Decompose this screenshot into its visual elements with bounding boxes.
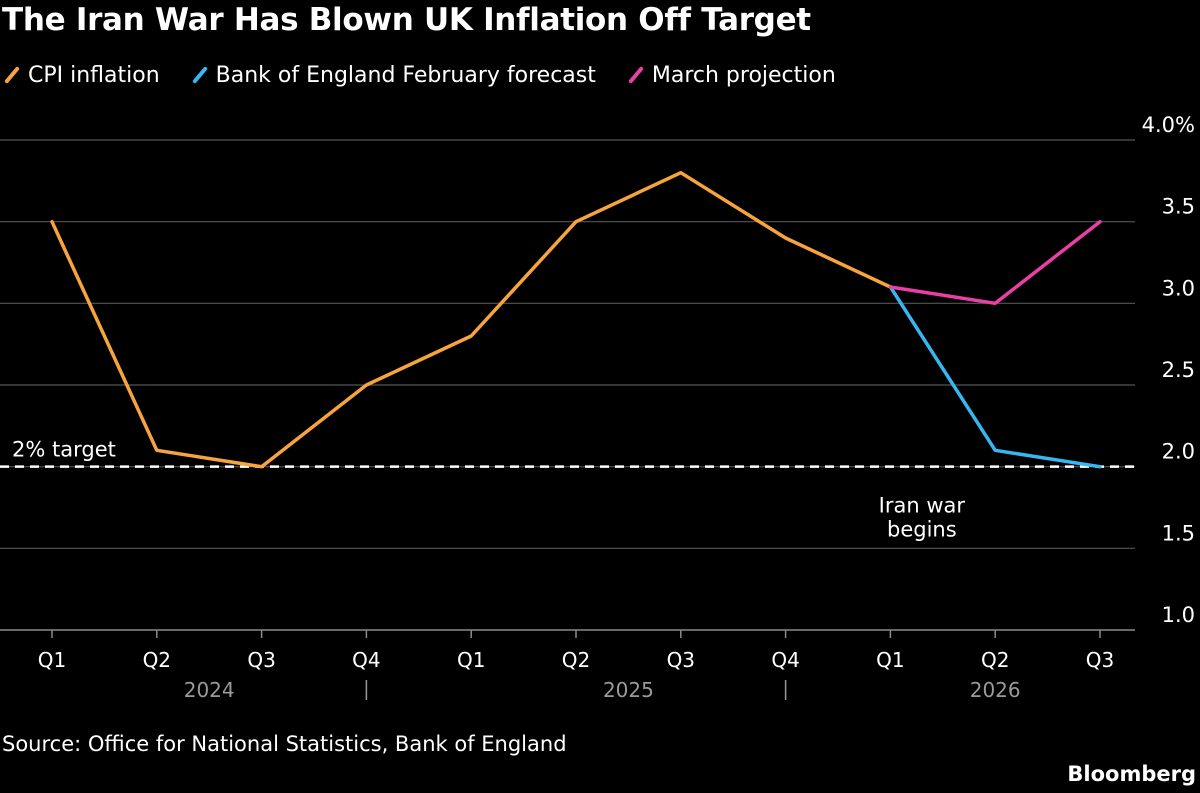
boe-february-forecast-line — [888, 285, 1102, 469]
legend-swatch-cpi — [4, 66, 20, 84]
legend-item-boe-forecast: Bank of England February forecast — [188, 63, 596, 88]
legend: CPI inflation Bank of England February f… — [0, 60, 864, 90]
x-tick-label: Q4 — [352, 648, 380, 672]
x-tick-label: Q2 — [562, 648, 590, 672]
legend-swatch-boe-forecast — [191, 66, 208, 84]
x-tick-label: Q4 — [771, 648, 799, 672]
y-tick-label: 1.5 — [1162, 521, 1195, 545]
x-tick-label: Q1 — [457, 648, 485, 672]
annotation-line: Iran war — [879, 493, 966, 517]
x-tick-label: Q2 — [981, 648, 1009, 672]
year-label: 2026 — [970, 678, 1021, 700]
y-tick-label: 2.5 — [1162, 358, 1195, 382]
legend-label-cpi: CPI inflation — [28, 62, 160, 88]
legend-item-cpi: CPI inflation — [0, 63, 160, 88]
y-tick-label: 4.0% — [1142, 113, 1195, 137]
bloomberg-logo: Bloomberg — [1067, 762, 1196, 786]
legend-label-boe-forecast: Bank of England February forecast — [215, 62, 596, 88]
march-projection-line — [888, 219, 1102, 306]
annotation-iran-war: Iran war begins — [879, 493, 966, 541]
line-chart: 1.0 1.5 2.0 2.5 3.0 3.5 4.0% Q1 Q2 Q3 Q4 Q1 Q2 Q3 Q4 Q1… — [0, 113, 1195, 700]
y-tick-label: 2.0 — [1162, 440, 1195, 464]
cpi-inflation-line — [50, 170, 893, 469]
y-tick-label: 3.5 — [1162, 195, 1195, 219]
target-label: 2% target — [12, 438, 116, 462]
year-label: 2025 — [603, 678, 654, 700]
y-tick-label: 1.0 — [1162, 603, 1195, 627]
x-tick-label: Q1 — [38, 648, 66, 672]
legend-swatch-march-projection — [627, 66, 644, 84]
chart-title: The Iran War Has Blown UK Inflation Off … — [2, 2, 811, 38]
legend-item-march-projection: March projection — [624, 63, 836, 88]
x-tick-label: Q2 — [143, 648, 171, 672]
legend-label-march-projection: March projection — [651, 62, 836, 88]
x-tick-label: Q3 — [1086, 648, 1114, 672]
y-tick-label: 3.0 — [1162, 276, 1195, 300]
x-tick-label: Q3 — [247, 648, 275, 672]
source-note: Source: Office for National Statistics, … — [2, 732, 567, 756]
annotation-line: begins — [887, 517, 957, 541]
x-tick-label: Q3 — [667, 648, 695, 672]
x-tick-label: Q1 — [876, 648, 904, 672]
year-label: 2024 — [184, 678, 235, 700]
